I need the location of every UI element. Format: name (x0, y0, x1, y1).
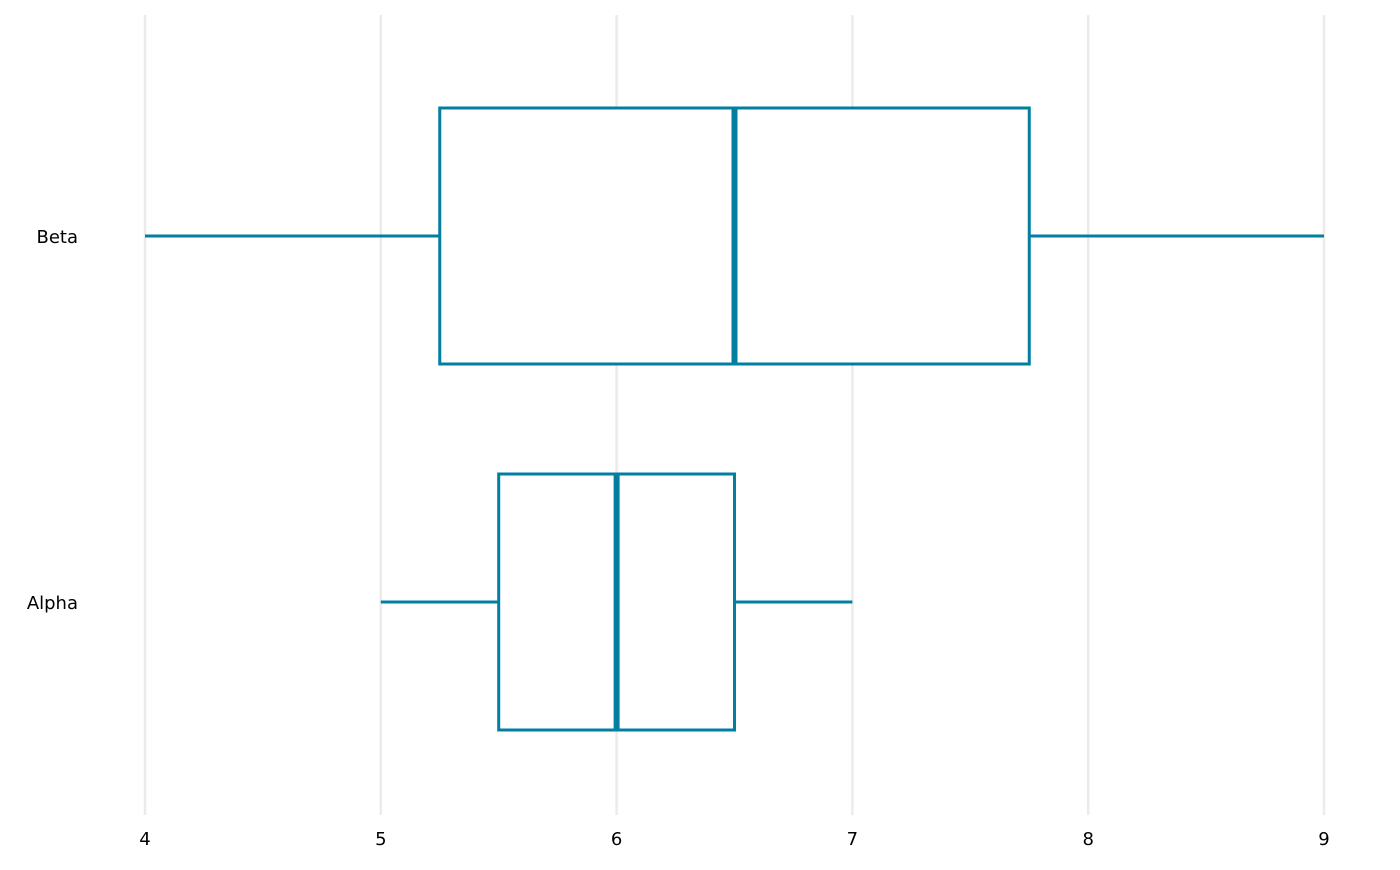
box-beta (145, 106, 1324, 366)
x-tick-label: 9 (1318, 829, 1329, 850)
x-tick-label: 5 (375, 829, 386, 850)
y-category-label: Alpha (27, 593, 78, 614)
y-category-labels: Alpha Beta (27, 227, 78, 614)
x-tick-labels: 4 5 6 7 8 9 (139, 829, 1329, 850)
boxes (145, 106, 1324, 732)
y-category-label: Beta (36, 227, 78, 248)
x-tick-label: 8 (1082, 829, 1093, 850)
x-tick-label: 7 (847, 829, 858, 850)
box-alpha (380, 472, 853, 732)
x-tick-label: 6 (611, 829, 622, 850)
x-tick-label: 4 (139, 829, 150, 850)
